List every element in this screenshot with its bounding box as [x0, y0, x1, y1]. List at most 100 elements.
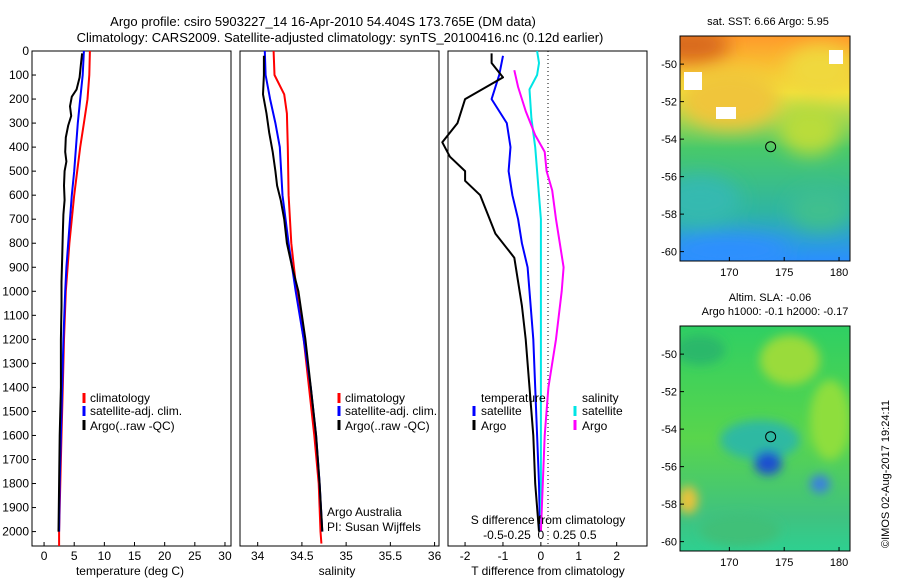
legend-label-satellite: satellite-adj. clim.: [345, 404, 437, 418]
salinity-axis: 34 34.5 35 35.5 36: [251, 542, 442, 563]
lat-tick-label: -58: [661, 499, 677, 511]
x-tick-label: 34: [251, 549, 265, 563]
lon-tick-label: 170: [720, 267, 738, 279]
annotation-argo-australia: Argo Australia: [327, 505, 402, 519]
legend-label-argo: Argo(..raw -QC): [345, 419, 430, 433]
y-tick-label: 200: [9, 92, 29, 106]
y-tick-label: 1300: [2, 356, 29, 370]
x-tick-label: 35: [339, 549, 353, 563]
legend-label-climatology: climatology: [90, 391, 150, 405]
salinity-panel: 34 34.5 35 35.5 36 salinity climatology sate…: [239, 50, 442, 578]
lat-tick-label: -50: [661, 349, 677, 361]
salinity-legend: climatology satellite-adj. clim. Argo(..…: [337, 391, 437, 433]
lat-tick-label: -52: [661, 97, 677, 109]
y-tick-label: 900: [9, 260, 29, 274]
x-tick-label: 34.5: [290, 549, 314, 563]
x-tick-label: 35.5: [379, 549, 403, 563]
salinity-xlabel: salinity: [319, 564, 356, 578]
lat-tick-label: -58: [661, 209, 677, 221]
y-tick-label: 400: [9, 140, 29, 154]
lon-tick-label: 175: [775, 267, 793, 279]
sst-map-axes: 170 175 180 -60 -58 -56 -54 -52 -50: [661, 59, 848, 279]
x-tick-label: 5: [71, 549, 78, 563]
sla-map-frame: [679, 325, 851, 552]
lat-tick-label: -54: [661, 134, 677, 146]
x-tick-label: 15: [128, 549, 142, 563]
y-tick-label: 700: [9, 212, 29, 226]
series-line-temperature-argo: [441, 53, 540, 532]
temperature-xlabel: temperature (deg C): [76, 564, 184, 578]
sla-map-title: Altim. SLA: -0.06: [729, 292, 812, 304]
x-tick-label: 20: [158, 549, 172, 563]
difference-legend: temperature satellite Argo salinity sate…: [472, 391, 623, 433]
y-tick-label: 2000: [2, 525, 29, 539]
s-difference-axis: -0.5 -0.25 0 0.25 0.5: [483, 528, 597, 542]
salinity-axes-frame: [239, 50, 440, 547]
series-line-argo-raw-qc-: [262, 55, 324, 532]
header-line2: Climatology: CARS2009. Satellite-adjuste…: [77, 30, 604, 45]
sst-map-frame: [679, 35, 851, 262]
y-tick-label: 1800: [2, 477, 29, 491]
legend-label-temp-argo: Argo: [481, 419, 507, 433]
x-tick-label: -2: [460, 549, 471, 563]
temperature-axis: 0 5 10 15 20 25 30: [41, 542, 232, 563]
y-tick-label: 1700: [2, 452, 29, 466]
sla-map-panel: Altim. SLA: -0.06 Argo h1000: -0.1 h2000…: [661, 292, 851, 569]
legend-heading-temperature: temperature: [481, 391, 546, 405]
lat-tick-label: -50: [661, 59, 677, 71]
sst-heatmap: [680, 36, 850, 261]
y-tick-label: 1500: [2, 404, 29, 418]
sst-argo-location-marker: [765, 141, 777, 153]
depth-axis: 0 100 200 300 400 500 600 700 800 900 1000 1100 1200…: [2, 44, 36, 539]
series-line-climatology: [272, 50, 323, 544]
y-tick-label: 800: [9, 236, 29, 250]
sst-map-title: sat. SST: 6.66 Argo: 5.95: [707, 16, 829, 28]
temperature-axes-frame: [31, 50, 232, 547]
y-tick-label: 1900: [2, 501, 29, 515]
sla-heatmap: [680, 326, 850, 551]
x-tick-label: 25: [188, 549, 202, 563]
lat-tick-label: -52: [661, 387, 677, 399]
lat-tick-label: -60: [661, 247, 677, 259]
series-line-satellite-adj-clim-: [263, 50, 324, 532]
y-tick-label: 300: [9, 116, 29, 130]
y-tick-label: 1200: [2, 332, 29, 346]
x-tick-label: -1: [498, 549, 509, 563]
lat-tick-label: -54: [661, 424, 677, 436]
x2-tick-label: -0.25: [503, 528, 531, 542]
lon-tick-label: 180: [830, 267, 848, 279]
y-tick-label: 600: [9, 188, 29, 202]
series-line-salinity-argo: [513, 69, 565, 532]
legend-label-temp-satellite: satellite: [481, 404, 522, 418]
y-tick-label: 1600: [2, 428, 29, 442]
y-tick-label: 1100: [3, 308, 29, 322]
x-tick-label: 30: [218, 549, 232, 563]
lat-tick-label: -60: [661, 537, 677, 549]
t-difference-xlabel: T difference from climatology: [471, 564, 625, 578]
x-tick-label: 0: [538, 549, 545, 563]
lon-tick-label: 175: [775, 557, 793, 569]
x-tick-label: 10: [98, 549, 112, 563]
t-difference-axis: -2 -1 0 1 2: [460, 542, 620, 563]
series-line-argo-raw-qc-: [57, 53, 84, 532]
x2-tick-label: 0.5: [580, 528, 597, 542]
lon-tick-label: 170: [720, 557, 738, 569]
x2-tick-label: 0.25: [553, 528, 577, 542]
legend-heading-salinity: salinity: [582, 391, 619, 405]
s-difference-label: S difference from climatology: [471, 513, 626, 527]
legend-label-sal-satellite: satellite: [582, 404, 623, 418]
legend-label-sal-argo: Argo: [582, 419, 608, 433]
temperature-legend: climatology satellite-adj. clim. Argo(..…: [82, 391, 182, 433]
y-tick-label: 1000: [2, 284, 29, 298]
x-tick-label: 36: [428, 549, 442, 563]
lat-tick-label: -56: [661, 172, 677, 184]
legend-label-satellite: satellite-adj. clim.: [90, 404, 182, 418]
series-line-satellite-adj-clim-: [58, 50, 85, 532]
imos-credit: ©IMOS 02-Aug-2017 19:24:11: [880, 400, 892, 548]
difference-panel: -2 -1 0 1 2 -0.5 -0.25 0 0.25 0.5 S difference f…: [441, 50, 648, 578]
y-tick-label: 1400: [2, 380, 29, 394]
x-tick-label: 2: [613, 549, 620, 563]
annotation-pi: PI: Susan Wijffels: [327, 520, 421, 534]
temperature-panel: 0100200300400500600700800900100011001200…: [2, 44, 232, 578]
